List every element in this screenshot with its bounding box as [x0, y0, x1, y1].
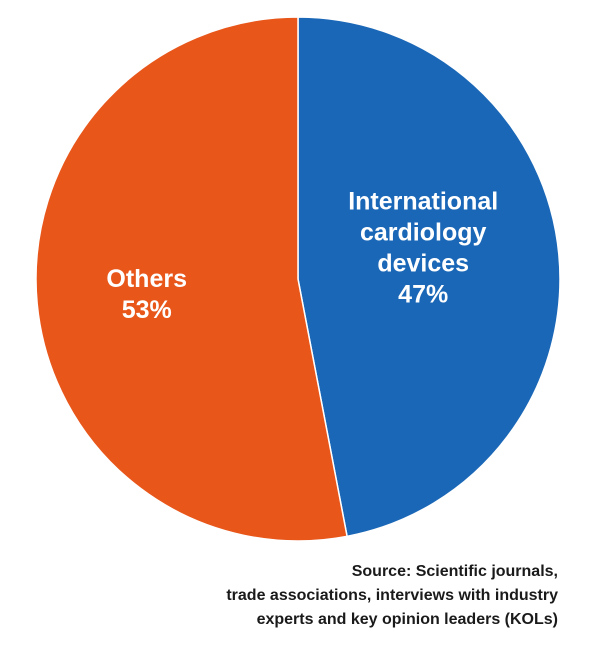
slice-name-label: International [348, 188, 498, 216]
source-note: Source: Scientific journals, trade assoc… [226, 560, 558, 632]
source-line-1: Source: Scientific journals, [351, 563, 558, 580]
slice-label-2: Others 53% [106, 265, 187, 324]
pie-slice-2 [35, 16, 348, 542]
slice-value-label: 53% [122, 296, 172, 324]
source-line-3: experts and key opinion leaders (KOLs) [256, 611, 558, 628]
slice-name-label: devices [377, 250, 469, 278]
slice-value-label: 47% [398, 281, 448, 309]
slice-name-label: cardiology [360, 219, 487, 247]
slice-name-label: Others [106, 265, 187, 293]
pie-chart: International cardiology devices 47% Others 5… [35, 16, 561, 542]
pie-slice-1 [297, 16, 561, 538]
slice-label-1: International cardiology devices 47% [348, 188, 498, 309]
source-line-2: trade associations, interviews with indu… [226, 587, 558, 604]
